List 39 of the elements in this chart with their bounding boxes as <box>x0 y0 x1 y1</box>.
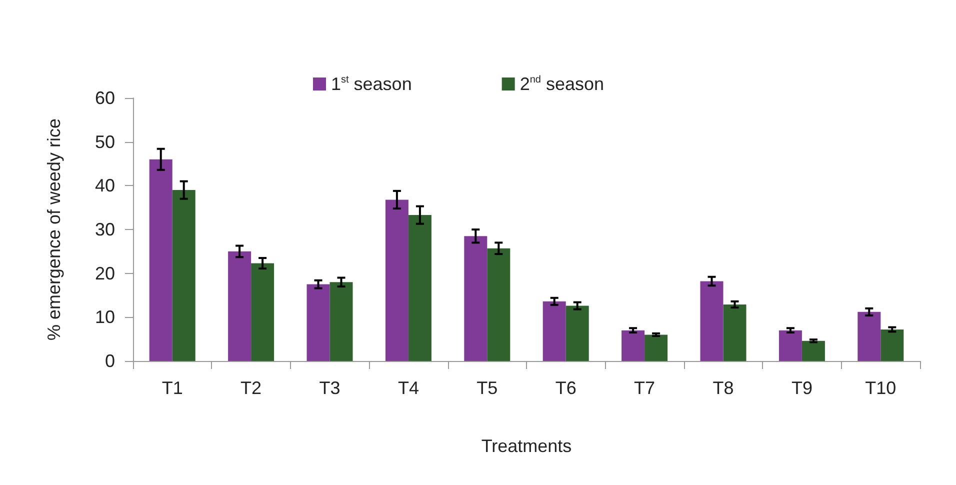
x-tick-label: T5 <box>476 378 498 398</box>
bar <box>487 248 510 361</box>
y-tick-label: 60 <box>94 88 115 108</box>
x-tick-label: T7 <box>634 378 656 398</box>
y-tick-label: 0 <box>104 351 115 371</box>
x-tick-label: T4 <box>398 378 419 398</box>
bar <box>306 284 330 361</box>
y-axis-title: % emergence of weedy rice <box>44 118 64 341</box>
y-tick-label: 40 <box>94 176 115 196</box>
bar <box>723 304 746 361</box>
x-tick-label: T8 <box>712 378 734 398</box>
bar <box>622 330 645 361</box>
bar <box>172 190 196 361</box>
x-axis-title: Treatments <box>481 436 572 456</box>
bar <box>464 236 488 361</box>
bar <box>566 306 589 361</box>
bar <box>408 215 432 361</box>
bar <box>778 330 802 361</box>
x-tick-label: T2 <box>240 378 262 398</box>
bar <box>880 329 904 361</box>
bar <box>644 334 668 361</box>
x-tick-label: T3 <box>319 378 340 398</box>
y-tick-label: 30 <box>94 220 115 240</box>
y-tick-label: 20 <box>94 263 115 284</box>
x-tick-label: T9 <box>791 378 812 398</box>
bar <box>858 312 881 361</box>
bar <box>700 281 724 361</box>
y-tick-label: 50 <box>94 132 115 152</box>
bar <box>385 200 408 361</box>
x-tick-label: T1 <box>162 378 183 398</box>
bar <box>330 282 353 361</box>
x-tick-label: T6 <box>555 378 576 398</box>
bar <box>228 251 252 361</box>
bar <box>251 263 274 361</box>
x-tick-label: T10 <box>865 378 896 398</box>
bar <box>802 340 825 361</box>
bar <box>149 159 172 361</box>
bar <box>542 301 566 361</box>
y-tick-label: 10 <box>94 307 115 328</box>
